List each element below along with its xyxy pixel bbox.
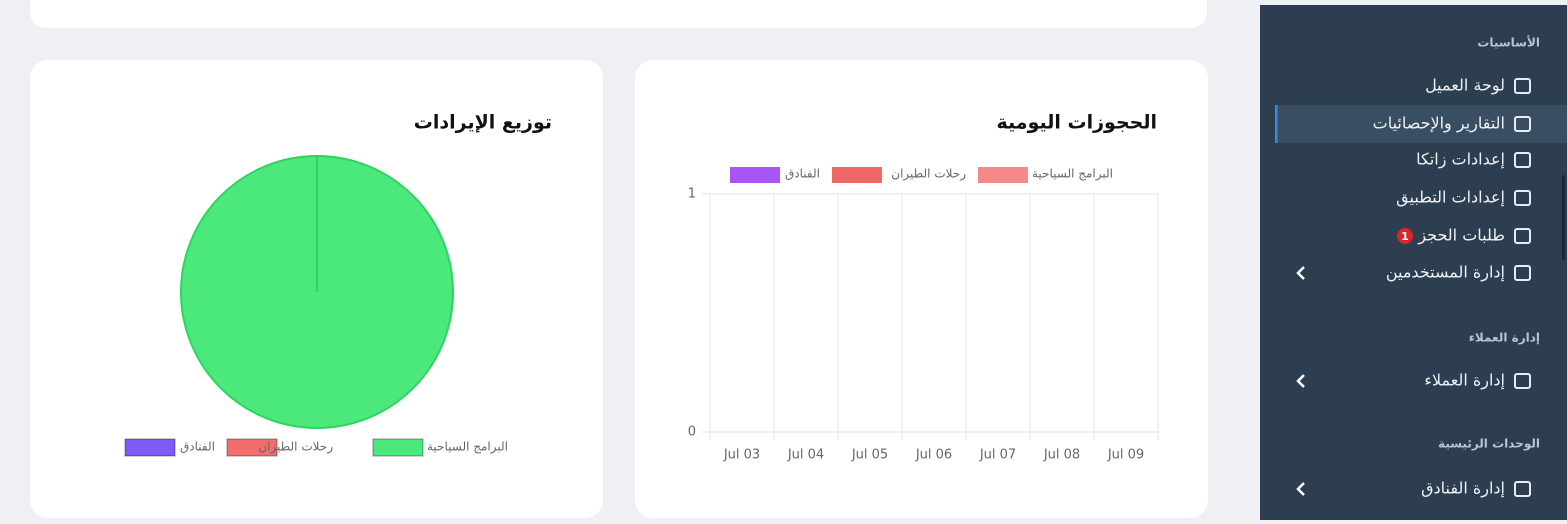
legend-label[interactable]: الفنادق bbox=[180, 440, 215, 454]
chevron[interactable] bbox=[1296, 266, 1305, 280]
section-title: إدارة العملاء bbox=[1469, 331, 1540, 345]
badge-count: 1 bbox=[1401, 230, 1409, 243]
legend-label[interactable]: البرامج السياحية bbox=[427, 440, 508, 455]
x-tick-label: Jul 03 bbox=[723, 448, 760, 463]
menu-icon bbox=[1514, 190, 1531, 206]
chart-title: الحجوزات اليومية bbox=[997, 112, 1157, 134]
section-title: الأساسيات bbox=[1477, 35, 1540, 50]
legend-swatch bbox=[372, 438, 424, 457]
legend-swatch bbox=[978, 167, 1028, 183]
top-card bbox=[30, 0, 1207, 28]
menu-item[interactable]: إدارة المستخدمين bbox=[1386, 263, 1505, 283]
menu-item[interactable]: إعدادات التطبيق bbox=[1396, 188, 1505, 208]
legend-label[interactable]: الفنادق bbox=[785, 167, 820, 181]
menu-item[interactable]: إعدادات زاتكا bbox=[1416, 150, 1505, 170]
menu-icon bbox=[1514, 373, 1531, 389]
menu-icon bbox=[1514, 228, 1531, 244]
chevron[interactable] bbox=[1296, 482, 1305, 496]
legend-label[interactable]: رحلات الطيران bbox=[258, 440, 333, 455]
menu-item[interactable]: إدارة العملاء bbox=[1424, 371, 1505, 391]
menu-item[interactable]: طلبات الحجز bbox=[1417, 226, 1505, 246]
active-indicator bbox=[1275, 105, 1278, 143]
menu-icon bbox=[1514, 116, 1531, 132]
y-tick-label: 0 bbox=[688, 425, 696, 440]
y-tick-label: 1 bbox=[688, 187, 696, 202]
menu-icon bbox=[1514, 152, 1531, 168]
menu-icon bbox=[1514, 78, 1531, 94]
menu-item[interactable]: لوحة العميل bbox=[1425, 76, 1505, 96]
chart-title: توزيع الإيرادات bbox=[414, 112, 552, 134]
x-tick-label: Jul 07 bbox=[979, 448, 1016, 463]
legend-label[interactable]: رحلات الطيران bbox=[891, 167, 966, 182]
x-tick-label: Jul 09 bbox=[1107, 448, 1144, 463]
menu-item[interactable]: التقارير والإحصائيات bbox=[1373, 114, 1505, 134]
menu-item[interactable]: إدارة الفنادق bbox=[1421, 479, 1505, 499]
menu-icon bbox=[1514, 265, 1531, 281]
menu-icon bbox=[1514, 481, 1531, 497]
chevron[interactable] bbox=[1296, 374, 1305, 388]
legend-swatch bbox=[226, 438, 278, 457]
section-title: الوحدات الرئيسية bbox=[1438, 437, 1540, 452]
legend-label[interactable]: البرامج السياحية bbox=[1032, 167, 1113, 182]
active-row bbox=[1276, 105, 1567, 143]
scrollbar bbox=[1562, 175, 1565, 260]
x-tick-label: Jul 04 bbox=[787, 448, 824, 463]
x-tick-label: Jul 05 bbox=[851, 448, 888, 463]
legend-swatch bbox=[832, 167, 882, 183]
x-tick-label: Jul 06 bbox=[915, 448, 952, 463]
legend-swatch bbox=[730, 167, 780, 183]
badge bbox=[1397, 228, 1413, 244]
x-tick-label: Jul 08 bbox=[1043, 448, 1080, 463]
legend-swatch bbox=[124, 438, 176, 457]
